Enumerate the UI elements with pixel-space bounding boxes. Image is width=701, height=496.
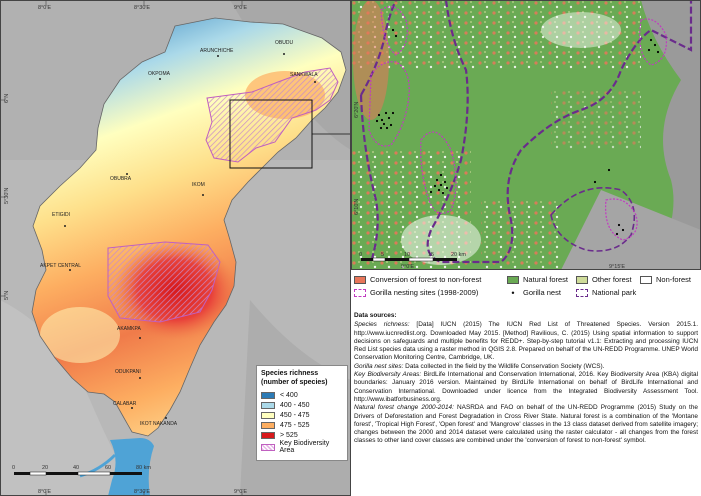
place-obudu: OBUDU [275,40,293,46]
svg-text:60: 60 [105,465,111,471]
left-tick-3: 5°N [4,291,10,300]
gorilla-nest-icon: • [511,287,515,298]
inset-legend: Conversion of forest to non-forest Natur… [352,273,698,309]
svg-text:0: 0 [359,252,362,258]
legend-item-conversion: Conversion of forest to non-forest [354,275,481,284]
inset-bottom-tick-2: 9°15'E [609,264,625,270]
legend-item-gorilla-nest: • Gorilla nest [507,288,561,297]
svg-text:0: 0 [12,465,15,471]
legend-subtitle: (number of species) [261,379,328,386]
place-akamkpa: AKAMKPA [117,326,141,332]
place-okpoma: OKPOMA [148,71,171,77]
gorilla-nests [375,28,660,236]
source-gorilla: Gorilla nest sites: Data collected in th… [354,362,605,370]
legend-class: 450 - 475 [261,410,343,420]
legend-class: > 525 [261,430,343,440]
left-scale-bar: 0 20 40 60 80 km [12,465,151,476]
place-ikot-nakanda: IKOT NAKANDA [140,421,178,427]
place-arunchiche: ARUNCHICHE [200,48,234,54]
bottom-tick-1: 8°0'E [38,489,51,495]
gorilla-site-1 [368,61,410,147]
gorilla-site-4 [605,198,638,241]
gorilla-site-2 [420,131,457,214]
inset-scale-bar: 0 5 10 15 20 km [359,252,466,262]
kba-cross-river-south [107,241,221,323]
svg-text:10: 10 [404,252,410,258]
legend-swatch [261,411,275,419]
sources-heading: Data sources: [354,312,397,319]
place-odukpani: ODUKPANI [115,369,141,375]
legend-item-other-forest: Other forest [576,275,632,284]
left-tick-2: 5°30'N [4,188,10,204]
inset-left-tick-2: 6°10'N [354,199,360,215]
place-ikom: IKOM [192,182,205,188]
legend-class: 400 - 450 [261,400,343,410]
species-richness-legend: Species richness (number of species) < 4… [256,365,348,461]
top-tick-1: 8°0'E [38,5,51,11]
place-akpet-central: AKPET CENTRAL [40,263,81,269]
legend-title: Species richness [261,370,319,377]
gorilla-site-5 [639,18,668,66]
legend-item-natural-forest: Natural forest [507,275,568,284]
bottom-tick-3: 9°0'E [234,489,247,495]
place-calabar: CALABAR [113,401,137,407]
place-sankwala: SANKWALA [290,72,318,78]
source-kba: Key Biodiversity Areas: BirdLife Interna… [354,371,699,403]
svg-text:80 km: 80 km [136,465,151,471]
top-tick-3: 9°0'E [234,5,247,11]
legend-item-gorilla-sites: Gorilla nesting sites (1998-2009) [354,288,478,297]
svg-text:20 km: 20 km [451,252,466,258]
svg-text:40: 40 [73,465,79,471]
legend-swatch [261,421,275,429]
legend-swatch-kba [261,443,275,451]
source-species: Species richness: [Data] IUCN (2015) The… [354,321,698,362]
place-etigidi: ETIGIDI [52,212,70,218]
svg-text:20: 20 [42,465,48,471]
legend-item-non-forest: Non-forest [640,275,691,284]
svg-text:15: 15 [428,252,434,258]
legend-swatch [261,391,275,399]
legend-kba: Key Biodiversity Area [261,440,343,454]
legend-class: 475 - 525 [261,420,343,430]
legend-swatch [261,401,275,409]
legend-item-national-park: National park [576,288,636,297]
species-richness-map: 8°0'E 8°30'E 9°0'E 8°0'E 8°30'E 9°0'E 6°… [0,0,351,496]
data-sources: Data sources: Species richness: [Data] I… [354,312,698,446]
national-park-boundary [360,0,693,264]
svg-text:5: 5 [381,252,384,258]
inset-left-tick-1: 6°20'N [354,102,360,118]
gorilla-site-3 [380,6,408,56]
legend-class: < 400 [261,390,343,400]
bottom-tick-2: 8°30'E [134,489,150,495]
inset-bottom-tick-1: 9°0'E [401,264,414,270]
inset-forest-map: 6°20'N 6°10'N 9°0'E 9°15'E 0 5 10 15 20 … [351,0,701,270]
kba-okwangwo [205,67,339,163]
source-forest: Natural forest change 2000-2014: NASRDA … [354,404,698,445]
top-tick-2: 8°30'E [134,5,150,11]
place-obubra: OBUBRA [110,176,132,182]
left-tick-1: 6°N [4,94,10,103]
legend-swatch [261,431,275,439]
